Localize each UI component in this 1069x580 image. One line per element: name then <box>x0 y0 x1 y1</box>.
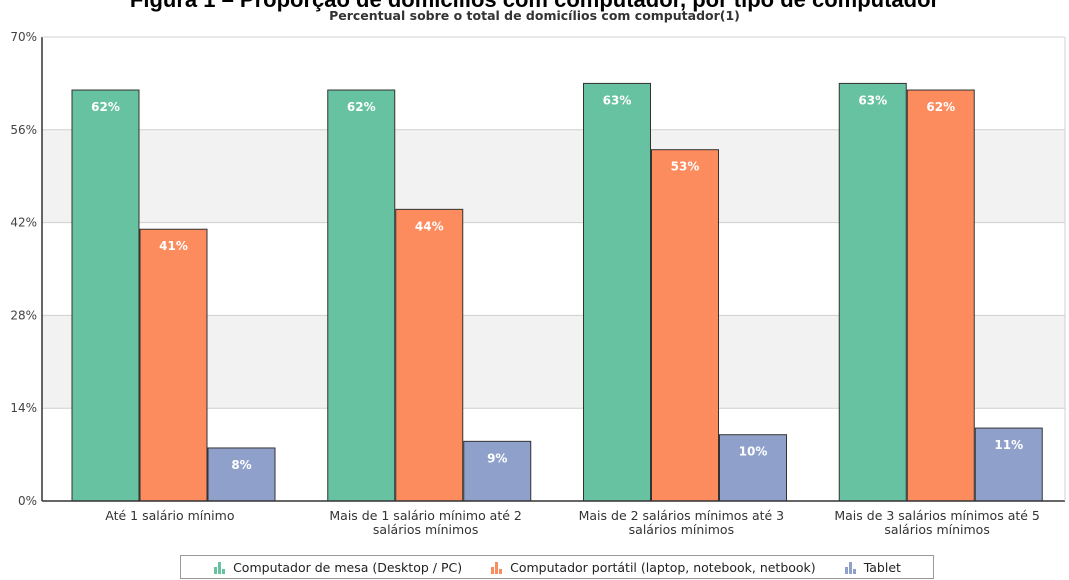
bar-chart-icon <box>491 561 503 574</box>
y-tick-label: 14% <box>10 401 37 415</box>
y-axis-ticks: 0% 14% 28% 42% 56% 70% <box>10 30 37 508</box>
bar-value-label: 53% <box>671 160 700 174</box>
bar-value-label: 9% <box>487 451 507 465</box>
bar <box>463 440 532 502</box>
chart-subtitle: Percentual sobre o total de domicílios c… <box>329 8 740 23</box>
chart-title: Figura 1 – Proporção de domicílios com c… <box>0 0 1069 13</box>
bar-value-label: 8% <box>231 458 251 472</box>
bar <box>207 447 276 502</box>
bar-value-label: 62% <box>347 100 376 114</box>
y-tick-label: 42% <box>10 216 37 230</box>
bar <box>906 89 975 502</box>
bar <box>71 89 140 502</box>
x-tick-label: Mais de 2 salários mínimos até 3 salários… <box>579 508 785 537</box>
y-tick-label: 28% <box>10 308 37 322</box>
y-tick-label: 0% <box>18 494 37 508</box>
axes <box>41 36 1066 502</box>
legend-item[interactable]: Tablet <box>844 560 901 575</box>
x-axis-ticks: Até 1 salário mínimo Mais de 1 salário mí… <box>105 508 1040 537</box>
bar-value-label: 41% <box>159 239 188 253</box>
bar <box>327 89 396 502</box>
x-tick-label-line: Mais de 1 salário mínimo até 2 <box>329 508 522 523</box>
bar-value-label: 44% <box>415 219 444 233</box>
bar <box>974 427 1043 502</box>
x-tick-label-line: salários mínimos <box>373 522 478 537</box>
x-tick-label-line: Até 1 salário mínimo <box>105 508 234 523</box>
legend-label: Tablet <box>863 559 901 575</box>
bar <box>719 434 787 502</box>
bar-value-label: 10% <box>739 445 768 459</box>
bar-chart: 0%14%28%42%56%70% 62% 62% 63% 63%41%44%53%6… <box>10 30 1066 537</box>
bar-value-label: 62% <box>926 100 955 114</box>
bar-value-label: 63% <box>603 93 632 107</box>
x-tick-label-line: salários mínimos <box>629 522 734 537</box>
bar <box>395 208 464 502</box>
legend-label: Computador portátil (laptop, notebook, n… <box>510 559 816 575</box>
x-tick-label: Até 1 salário mínimo <box>105 508 234 523</box>
bar-chart-icon <box>844 561 856 574</box>
x-tick-label: Mais de 1 salário mínimo até 2 salários m… <box>329 508 522 537</box>
bar-labels: 62% 62% 63% 63% 41% 44% 53% 62% 8% 9% 10% 11% <box>91 93 1023 472</box>
bar <box>838 82 907 502</box>
x-tick-label-line: Mais de 3 salários mínimos até 5 <box>834 508 1040 523</box>
bar <box>139 228 208 502</box>
bar-value-label: 62% <box>91 100 120 114</box>
bar-chart-icon <box>214 561 226 574</box>
y-tick-label: 56% <box>10 123 37 137</box>
x-tick-label-line: salários mínimos <box>884 522 989 537</box>
bar <box>651 149 719 502</box>
legend-item[interactable]: Computador de mesa (Desktop / PC) <box>213 560 462 575</box>
legend-item[interactable]: Computador portátil (laptop, notebook, n… <box>490 560 816 575</box>
chart-legend: Computador de mesa (Desktop / PC) Computa… <box>180 555 934 579</box>
x-tick-label-line: Mais de 2 salários mínimos até 3 <box>579 508 785 523</box>
legend-label: Computador de mesa (Desktop / PC) <box>233 559 463 575</box>
bar <box>583 82 651 502</box>
y-tick-label: 70% <box>10 30 37 44</box>
bar-value-label: 63% <box>858 93 887 107</box>
bar-value-label: 11% <box>994 438 1023 452</box>
x-tick-label: Mais de 3 salários mínimos até 5 salários… <box>834 508 1040 537</box>
